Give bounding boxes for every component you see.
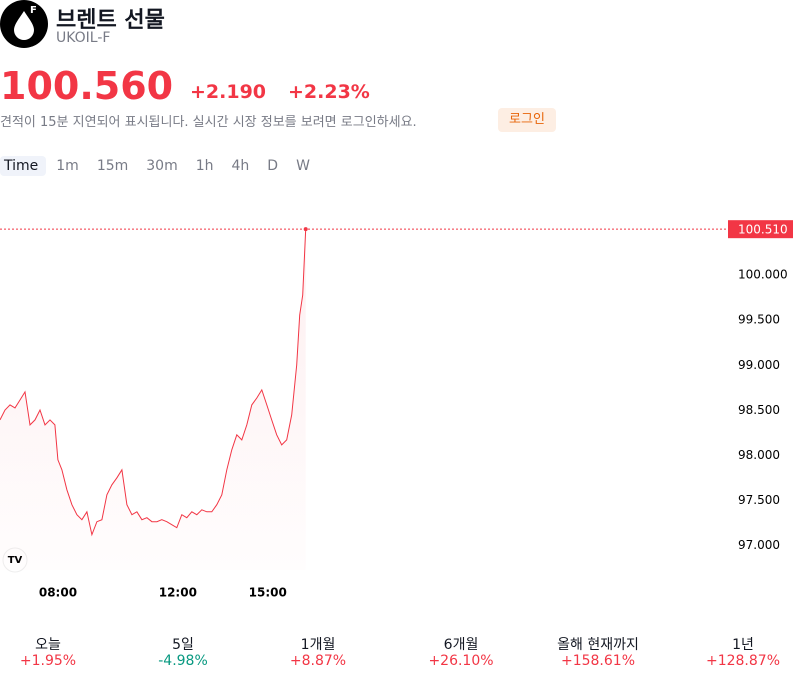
login-button[interactable]: 로그인 [498,108,556,132]
y-tick-label: 99.500 [738,313,780,327]
interval[interactable]: Time [0,156,47,176]
interval[interactable]: 1h [195,158,214,174]
interval[interactable]: W [296,158,310,174]
period-change: +8.87% [289,653,347,669]
y-tick-label: 97.000 [738,538,780,552]
period-label[interactable]: 5일 [172,637,194,653]
period-change: +1.95% [19,653,77,669]
x-tick-label: 15:00 [249,586,287,600]
period-label[interactable]: 1개월 [300,637,336,653]
last-price-label: 100.510 [738,223,788,237]
x-tick-label: 12:00 [159,586,197,600]
symbol-icon [0,0,48,48]
y-tick-label: 98.500 [738,403,780,417]
period-label[interactable]: 올해 현재까지 [557,637,639,653]
area [0,229,306,570]
change: +2.190 [190,81,267,103]
price-line [0,229,307,537]
x-tick-label: 08:00 [39,586,77,600]
interval-bar: Time 1m 15m 30m 1h 4h D W [0,156,324,176]
interval[interactable]: 30m [146,158,178,174]
interval[interactable]: 4h [231,158,250,174]
period-change: -4.98% [158,653,208,669]
interval[interactable]: D [267,158,279,174]
period-label[interactable]: 오늘 [35,637,61,653]
y-tick-label: 99.000 [738,358,780,372]
title: 브렌트 선물 [56,8,165,33]
price: 100.560 [0,64,174,108]
icon-badge: F [30,5,37,16]
period-label[interactable]: 1년 [732,637,754,653]
interval[interactable]: 1m [56,158,79,174]
delay-notice: 견적이 15분 지연되어 표시됩니다. 실시간 시장 정보를 보려면 로그인하세… [0,115,417,130]
period-change: +158.61% [560,653,636,669]
interval[interactable]: 15m [96,158,129,174]
y-tick-label: 98.000 [738,448,780,462]
period-label[interactable]: 6개월 [443,637,479,653]
symbol: UKOIL-F [56,30,111,46]
y-tick-label: 97.500 [738,493,780,507]
period-change: +128.87% [705,653,781,669]
y-tick-label: 100.000 [738,268,788,282]
last-price-box [728,220,793,239]
drop-icon [14,11,34,40]
chart: TV 97.00097.50098.00098.50099.00099.5001… [0,220,793,600]
period-change: +26.10% [428,653,494,669]
change-pct: +2.23% [288,81,370,103]
